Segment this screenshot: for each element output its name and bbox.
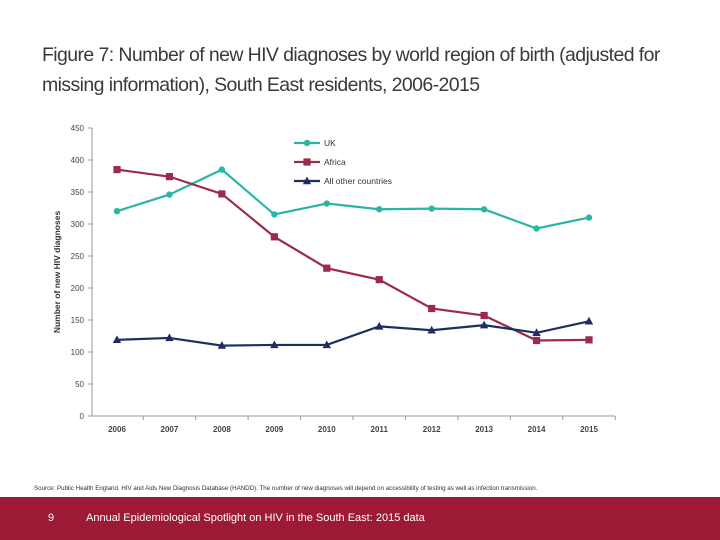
page-number: 9	[48, 512, 55, 524]
data-point	[533, 225, 540, 232]
data-point	[113, 166, 121, 174]
legend-entry: All other countries	[294, 176, 392, 186]
data-point	[303, 158, 311, 166]
data-point	[323, 264, 331, 272]
data-point	[479, 320, 489, 329]
data-point	[323, 200, 330, 207]
y-tick-label: 450	[71, 124, 85, 133]
data-point	[428, 205, 435, 212]
data-point	[218, 166, 226, 173]
data-point	[165, 333, 174, 342]
data-point	[113, 208, 121, 215]
data-point	[532, 328, 541, 336]
footer-bar: 9 Annual Epidemiological Spotlight on HI…	[0, 497, 720, 540]
y-tick-label: 100	[71, 348, 85, 357]
data-point	[585, 336, 593, 344]
y-tick-label: 300	[71, 220, 85, 229]
data-point	[217, 341, 227, 349]
data-point	[427, 325, 436, 334]
data-point	[376, 206, 383, 213]
series-all-other-countries	[112, 316, 594, 349]
x-tick-label: 2012	[423, 425, 441, 434]
data-point	[270, 233, 278, 241]
chart-series	[112, 166, 594, 349]
data-point	[271, 211, 278, 218]
data-point	[375, 321, 384, 330]
data-point	[480, 311, 488, 320]
footer-text: Annual Epidemiological Spotlight on HIV …	[86, 512, 425, 524]
chart-axes: 0 50 100 150 200 250 300 350 400 450 2006 2007 2008 2…	[52, 124, 616, 434]
y-tick-label: 0	[80, 412, 85, 421]
x-tick-label: 2006	[108, 425, 126, 434]
chart-legend: UK Africa All other countries	[294, 138, 392, 186]
data-point	[428, 304, 436, 313]
data-point	[165, 173, 174, 181]
y-tick-label: 350	[71, 188, 85, 197]
y-tick-label: 200	[71, 284, 85, 293]
data-point	[303, 139, 311, 147]
series-africa	[113, 166, 593, 345]
y-tick-label: 150	[71, 316, 85, 325]
x-tick-label: 2010	[318, 425, 336, 434]
data-point	[584, 316, 594, 325]
series-line	[116, 168, 590, 342]
data-point	[270, 340, 279, 349]
legend-entry: Africa	[294, 157, 346, 167]
y-tick-label: 250	[71, 252, 85, 261]
data-point	[302, 176, 312, 185]
data-point	[112, 335, 122, 344]
data-point	[375, 276, 383, 284]
legend-entry: UK	[294, 138, 336, 148]
legend-label: All other countries	[324, 176, 392, 186]
x-tick-label: 2007	[161, 425, 179, 434]
legend-label: Africa	[324, 157, 346, 167]
y-tick-label: 50	[75, 380, 84, 389]
data-point	[218, 190, 226, 198]
x-tick-label: 2013	[475, 425, 493, 434]
x-tick-label: 2015	[580, 425, 598, 434]
source-note: Source: Public Health England. HIV and A…	[34, 485, 538, 492]
series-line	[116, 320, 590, 347]
data-point	[480, 206, 488, 213]
y-tick-label: 400	[71, 156, 85, 165]
line-chart: 0 50 100 150 200 250 300 350 400 450 2006 2007 2008 2…	[52, 124, 616, 434]
data-point	[322, 340, 331, 349]
data-point	[166, 191, 173, 198]
series-uk	[113, 166, 593, 232]
x-tick-label: 2008	[213, 425, 231, 434]
x-tick-label: 2014	[528, 425, 546, 434]
x-tick-label: 2009	[265, 425, 283, 434]
data-point	[532, 336, 541, 345]
chart-title: Figure 7: Number of new HIV diagnoses by…	[42, 44, 660, 96]
legend-label: UK	[324, 138, 336, 148]
series-line	[116, 168, 590, 230]
y-axis-label: Number of new HIV diagnoses	[52, 211, 62, 334]
data-point	[585, 214, 593, 221]
x-tick-label: 2011	[371, 425, 389, 434]
